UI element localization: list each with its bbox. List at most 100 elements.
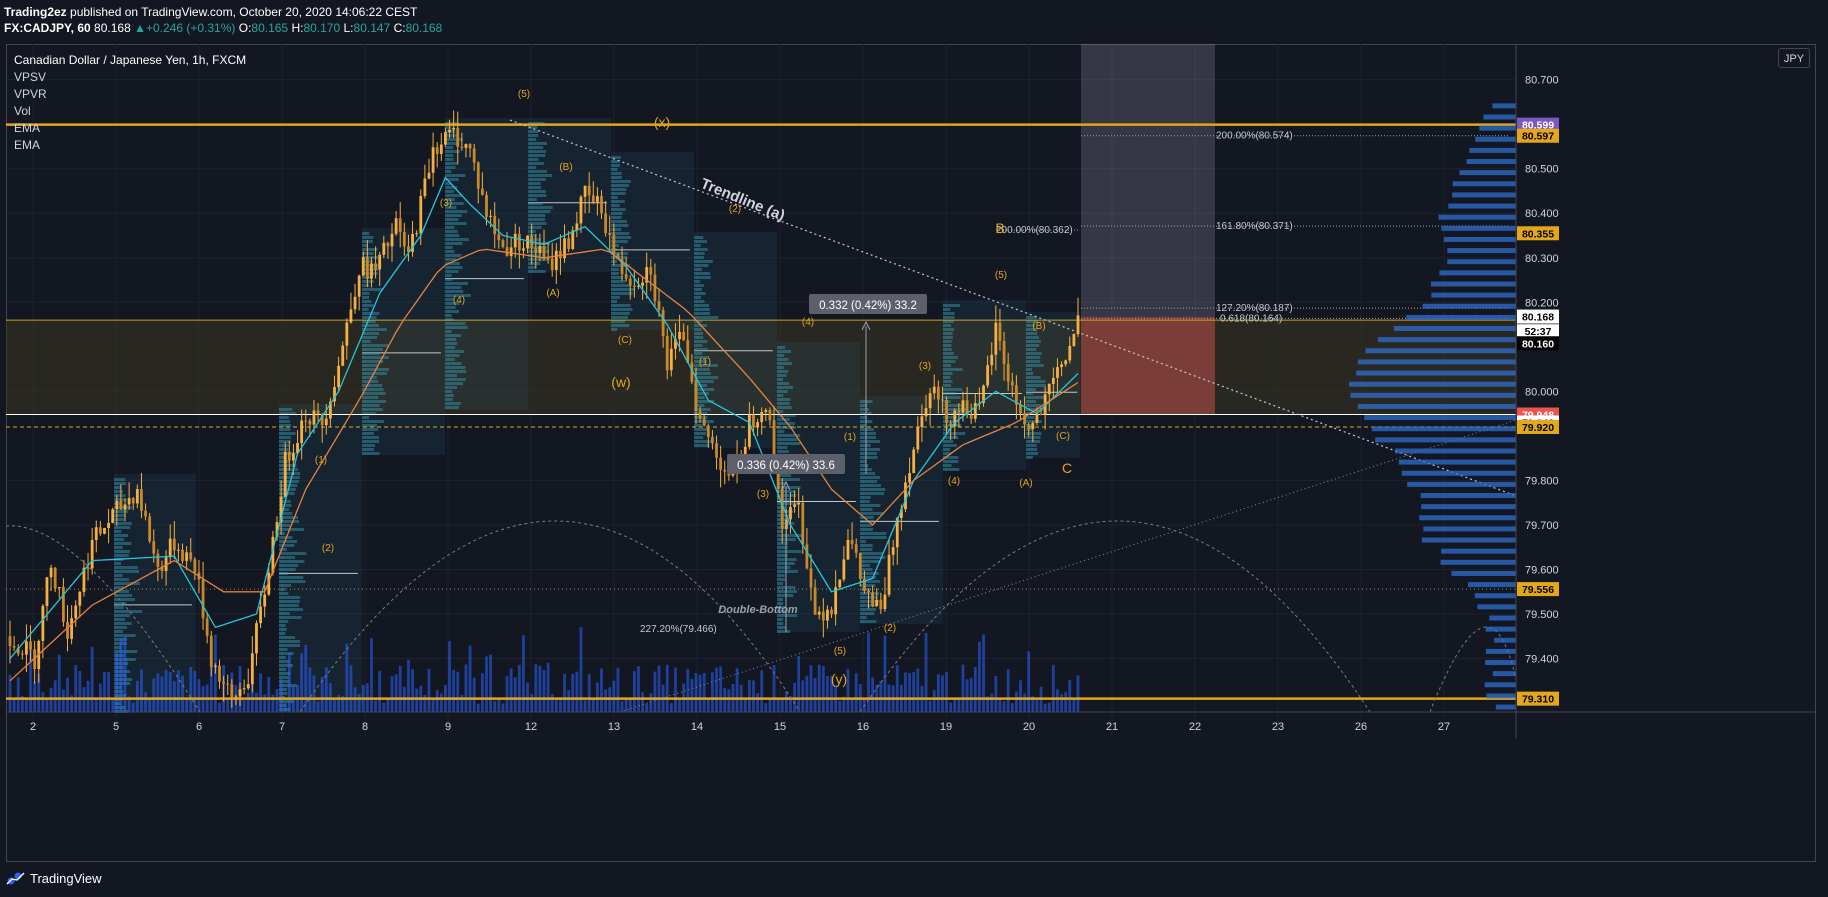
volume-bar: [119, 638, 123, 712]
indicator-vpsv[interactable]: VPSV: [14, 70, 47, 84]
session-profile-bar: [694, 272, 711, 275]
volume-bar: [218, 702, 221, 712]
session-profile-bar: [1026, 316, 1038, 319]
session-profile-bar: [362, 352, 380, 355]
session-profile-bar: [611, 184, 629, 187]
close-value: 80.168: [405, 21, 443, 35]
session-profile-bar: [279, 556, 296, 559]
candle-body: [752, 414, 755, 428]
volume-bar: [784, 691, 788, 712]
session-profile-bar: [114, 598, 135, 601]
candle-body: [612, 234, 616, 255]
y-tick-label: 80.700: [1525, 75, 1559, 87]
volume-bar: [702, 673, 706, 712]
candle-body: [283, 451, 287, 497]
candle-body: [669, 348, 673, 371]
volume-bar: [1043, 703, 1047, 712]
candle-body: [8, 636, 12, 647]
candle-body: [259, 606, 262, 624]
session-profile-bar: [1026, 384, 1047, 387]
volume-bar: [715, 667, 718, 712]
session-profile-bar: [445, 338, 457, 341]
volume-bar: [583, 700, 587, 712]
candle-body: [986, 365, 990, 386]
session-profile-bar: [445, 370, 467, 373]
session-profile-bar: [445, 306, 456, 309]
price-tag: 80.160: [1522, 338, 1554, 350]
session-profile-bar: [694, 248, 708, 251]
session-profile-bar: [777, 530, 784, 533]
session-profile-bar: [362, 388, 384, 391]
volume-bar: [103, 671, 106, 712]
volume-bar: [20, 695, 24, 712]
candle-body: [1051, 377, 1055, 384]
indicator-vpvr[interactable]: VPVR: [14, 87, 47, 101]
session-profile-bar: [1026, 328, 1038, 331]
stop-zone-red: [1081, 316, 1215, 415]
candle-body: [234, 696, 238, 698]
candle-body: [953, 410, 957, 426]
session-profile-bar: [114, 518, 125, 521]
publisher-name[interactable]: Trading2ez: [4, 5, 67, 19]
session-profile-bar: [777, 438, 798, 441]
x-tick-label: 7: [279, 721, 285, 733]
session-box: [445, 118, 528, 410]
chart-frame[interactable]: [6, 44, 1816, 862]
volume-bar: [612, 680, 616, 712]
session-profile-bar: [279, 620, 289, 623]
volume-bar: [513, 677, 517, 712]
candle-body: [66, 621, 69, 639]
volume-bar: [472, 677, 476, 712]
candle-body: [435, 147, 439, 154]
session-profile-bar: [114, 498, 127, 501]
session-profile-bar: [445, 250, 455, 253]
session-profile-bar: [694, 296, 701, 299]
candle-body: [813, 587, 817, 615]
session-profile-bar: [362, 396, 379, 399]
volume-bar: [140, 669, 143, 712]
session-profile-bar: [279, 408, 292, 411]
volume-bar: [657, 665, 661, 712]
session-profile-bar: [528, 238, 541, 241]
session-profile-bar: [943, 348, 952, 351]
candle-body: [177, 549, 180, 551]
session-profile-bar: [777, 630, 791, 633]
x-tick-label: 15: [774, 721, 786, 733]
volume-bar: [871, 677, 875, 712]
session-profile-bar: [114, 590, 130, 593]
session-profile-bar: [279, 668, 287, 671]
session-profile-bar: [279, 528, 304, 531]
session-profile-bar: [611, 264, 631, 267]
vpvr-bar: [1469, 147, 1516, 153]
volume-bar: [94, 697, 98, 712]
volume-bar: [850, 699, 854, 712]
session-profile-bar: [694, 260, 713, 263]
currency-badge[interactable]: JPY: [1778, 48, 1810, 68]
indicator-volume[interactable]: Vol: [14, 104, 31, 118]
candle-body: [871, 592, 875, 607]
session-profile-bar: [694, 392, 709, 395]
session-profile-bar: [528, 222, 547, 225]
price-tag: 52:37: [1525, 326, 1552, 338]
price-tag-bg: [1517, 324, 1559, 339]
footer-brand[interactable]: TradingView: [6, 866, 102, 890]
volume-bar: [374, 700, 377, 712]
session-profile-bar: [114, 690, 124, 693]
session-profile-bar: [611, 232, 630, 235]
x-tick-label: 12: [525, 721, 537, 733]
session-profile-bar: [279, 448, 289, 451]
candle-body: [916, 427, 920, 450]
session-profile-bar: [279, 612, 290, 615]
candle-body: [538, 246, 542, 254]
indicator-ema-slow[interactable]: EMA: [14, 138, 41, 152]
candle-body: [1064, 360, 1068, 365]
wave-label: B: [995, 220, 1004, 236]
volume-bar: [530, 693, 534, 712]
session-profile-bar: [445, 314, 452, 317]
session-profile-bar: [943, 352, 954, 355]
session-profile-bar: [860, 448, 880, 451]
indicator-ema-fast[interactable]: EMA: [14, 121, 41, 135]
candle-body: [904, 482, 907, 510]
session-profile-bar: [611, 268, 620, 271]
